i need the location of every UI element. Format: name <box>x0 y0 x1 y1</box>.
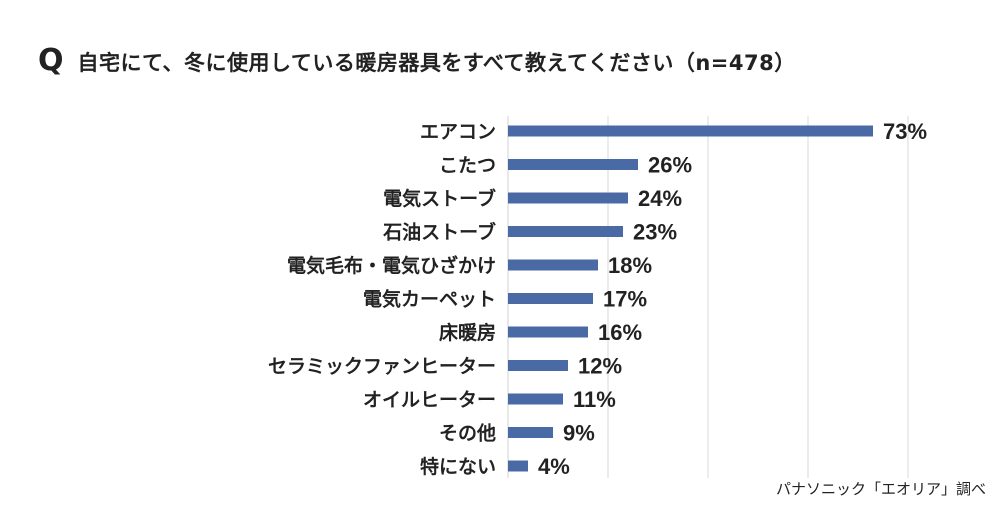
data-label: 11% <box>573 387 616 412</box>
data-label: 26% <box>648 153 692 178</box>
bar <box>508 460 528 472</box>
category-label: 電気毛布・電気ひざかけ <box>287 254 496 277</box>
data-label: 12% <box>578 354 622 379</box>
question-mark: Q <box>38 43 64 78</box>
data-label: 4% <box>538 454 570 479</box>
data-label: 23% <box>633 220 677 245</box>
category-label: 特にない <box>420 456 496 478</box>
category-label: オイルヒーター <box>363 389 496 411</box>
data-label: 18% <box>608 253 652 278</box>
category-label: 電気ストーブ <box>383 187 496 210</box>
bar <box>508 427 553 438</box>
data-label: 73% <box>883 119 927 144</box>
bar <box>508 393 563 405</box>
category-label: こたつ <box>439 155 496 177</box>
category-label: 石油ストーブ <box>382 221 496 244</box>
source-note: パナソニック「エオリア」調べ <box>775 480 986 498</box>
bar <box>508 326 588 338</box>
category-label: セラミックファンヒーター <box>268 356 496 378</box>
category-label: 床暖房 <box>439 321 496 344</box>
category-label: その他 <box>439 422 496 445</box>
bar <box>508 226 623 237</box>
data-label: 16% <box>598 320 642 345</box>
bar <box>508 159 638 170</box>
chart-title: Q 自宅にて、冬に使用している暖房器具をすべて教えてください（n=478） <box>38 46 796 77</box>
data-label: 17% <box>603 287 647 312</box>
bar <box>508 125 873 137</box>
category-label: 電気カーペット <box>363 288 496 311</box>
data-label: 9% <box>563 421 595 446</box>
bar <box>508 293 593 304</box>
category-label: エアコン <box>420 121 496 143</box>
bar <box>508 360 568 371</box>
question-text: 自宅にて、冬に使用している暖房器具をすべて教えてください（n=478） <box>77 51 796 75</box>
bar <box>508 192 628 204</box>
bar <box>508 259 598 271</box>
data-label: 24% <box>638 186 682 211</box>
